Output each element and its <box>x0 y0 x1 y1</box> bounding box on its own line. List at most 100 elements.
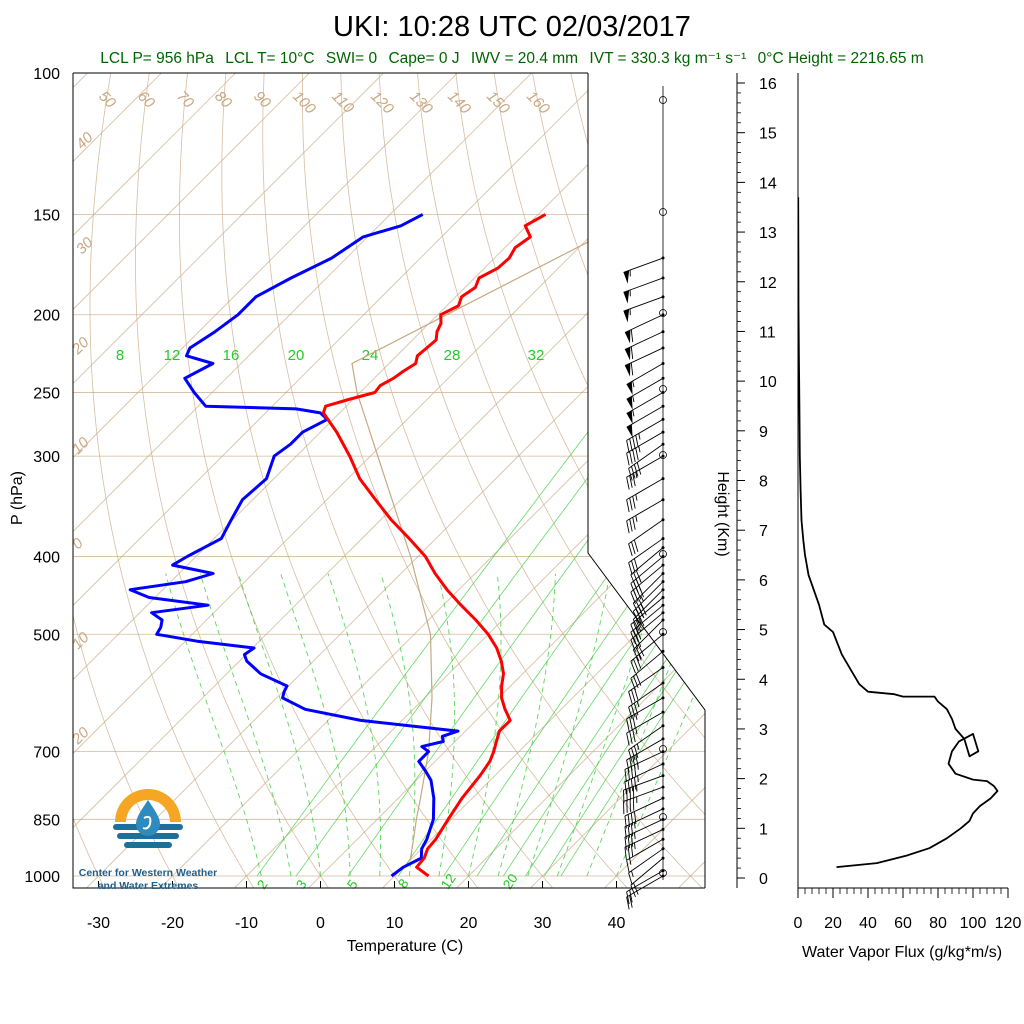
skewt-frame-right <box>587 73 706 888</box>
cw3e-logo: Center for Western Weather and Water Ext… <box>79 789 217 892</box>
wind-barb <box>626 478 664 513</box>
wind-barb-pennant <box>626 410 633 424</box>
wind-barb-pennant <box>624 329 631 344</box>
wind-barb-flag <box>632 649 640 662</box>
wind-barb-half-flag <box>638 433 641 440</box>
height-tick-label: 13 <box>759 225 777 242</box>
height-tick-label: 10 <box>759 374 777 391</box>
dry-adiabat-label: 120 <box>367 88 397 118</box>
wind-barb-pennant <box>626 424 633 438</box>
wind-barb-shaft <box>623 277 664 293</box>
wind-barb-half-flag <box>640 595 644 602</box>
wind-barb-flag <box>633 539 639 553</box>
height-tick-label: 12 <box>759 275 777 292</box>
flux-tick-label: 20 <box>824 915 842 932</box>
isotherm-line <box>73 73 533 533</box>
wind-barb <box>630 612 664 652</box>
wind-barb-half-flag <box>638 445 641 453</box>
wind-barb-half-flag <box>635 713 638 720</box>
wind-barb-half-flag <box>634 832 636 839</box>
flux-axis-label: Water Vapor Flux (g/kg*m/s) <box>802 944 1002 961</box>
wind-barb-flag <box>627 780 631 793</box>
wind-barb-half-flag <box>636 700 640 708</box>
wind-barb-shaft <box>624 818 664 838</box>
logo-text-line2: and Water Extremes <box>98 880 199 892</box>
wind-barb-half-flag <box>629 858 632 865</box>
y-tick-label: 700 <box>33 745 60 762</box>
wind-barb <box>628 519 664 557</box>
wind-barb <box>626 455 664 490</box>
wind-barb <box>626 363 664 395</box>
subtitle-cape: Cape= 0 J <box>388 50 459 67</box>
wind-barb-half-flag <box>632 380 635 388</box>
wind-barb-flag <box>633 629 639 642</box>
chart-title: UKI: 10:28 UTC 02/03/2017 <box>333 11 691 43</box>
wind-barb-half-flag <box>635 515 638 522</box>
wind-barb-flag <box>624 781 627 795</box>
y-tick-label: 500 <box>33 627 60 644</box>
wind-barb-flag <box>629 451 633 464</box>
dry-adiabat-line <box>221 73 479 888</box>
mixing-ratio-top-label: 20 <box>288 347 305 364</box>
height-tick-label: 3 <box>759 722 768 739</box>
dry-adiabat-line <box>455 73 705 662</box>
wind-barb-flag <box>634 777 637 790</box>
wind-barb-flag <box>626 896 630 910</box>
isotherm-line <box>73 73 459 459</box>
skewt-frame <box>72 72 1024 889</box>
wind-barb-flag <box>624 837 627 850</box>
isotherm-label: 10 <box>69 434 93 458</box>
temperature-curve <box>321 213 547 878</box>
wind-barb <box>628 682 664 720</box>
wind-barbs <box>623 86 667 910</box>
wind-barb-half-flag <box>631 870 634 878</box>
wind-barb-flag <box>632 729 636 743</box>
x-tick-label: 10 <box>386 915 404 932</box>
wind-barb-shaft <box>623 775 664 791</box>
wind-barb <box>628 443 664 481</box>
wind-barb-flag <box>632 602 640 615</box>
wind-barb <box>626 405 664 438</box>
subtitle-ivt: IVT = 330.3 kg m⁻¹ s⁻¹ <box>589 50 746 67</box>
wind-barb <box>630 633 664 674</box>
height-tick-label: 4 <box>759 672 768 689</box>
wind-barb-flag <box>632 496 636 509</box>
flux-curve <box>798 197 999 868</box>
wind-barb-flag <box>629 731 633 744</box>
wind-barb-flag <box>630 639 636 652</box>
mixing-ratio-top-label: 16 <box>223 347 240 364</box>
height-tick-label: 6 <box>759 573 768 590</box>
isotherm-label: 20 <box>68 724 93 749</box>
wind-barb <box>626 499 664 534</box>
dry-adiabat-label: 70 <box>173 88 197 112</box>
mixing-ratio-top-label: 32 <box>528 347 545 364</box>
wind-barb-flag <box>626 891 630 905</box>
wind-barb-flag <box>626 733 630 746</box>
height-tick-label: 16 <box>759 76 777 93</box>
dry-adiabat-label: 80 <box>211 88 235 112</box>
isotherm-line <box>73 194 705 829</box>
wind-barb-flag <box>627 845 631 859</box>
wind-barb <box>626 697 664 732</box>
wind-barb-flag <box>634 811 637 825</box>
wind-barb-half-flag <box>636 743 640 751</box>
dry-adiabat-line <box>340 73 703 888</box>
height-tick-label: 7 <box>759 523 768 540</box>
wind-barb-shaft <box>626 870 664 893</box>
x-tick-label: 0 <box>316 915 325 932</box>
wind-barb-flag <box>631 704 636 718</box>
x-tick-label: -20 <box>161 915 184 932</box>
wind-barb <box>626 711 664 746</box>
wind-barb <box>630 604 664 645</box>
wind-barb-flag <box>635 619 642 632</box>
wind-barb <box>624 797 664 829</box>
wind-barb-flag <box>633 675 639 688</box>
logo-drop <box>136 800 160 836</box>
wind-barb-flag <box>626 452 630 466</box>
wind-barb-flag <box>626 759 630 773</box>
wind-barb-flag <box>630 778 634 792</box>
y-tick-label: 150 <box>33 207 60 224</box>
height-tick-label: 15 <box>759 126 777 143</box>
wind-barb-flag <box>626 440 630 453</box>
wind-barb-pennant <box>626 381 633 395</box>
